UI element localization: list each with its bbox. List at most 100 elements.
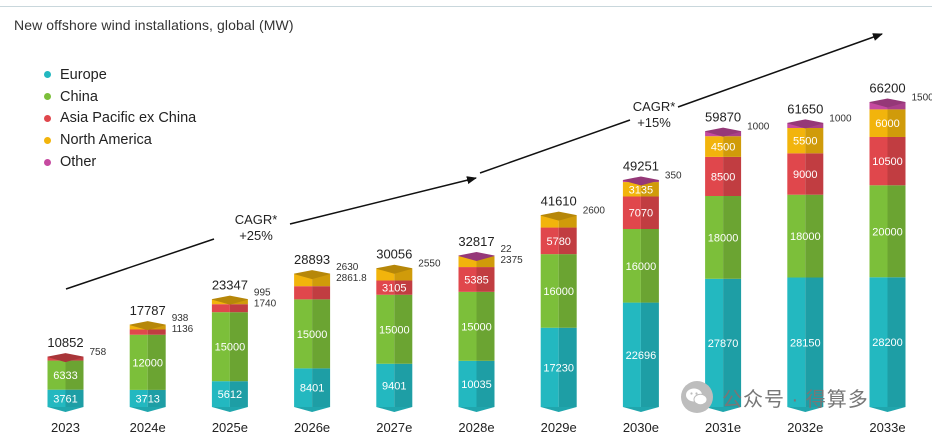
bar-base-cap (129, 407, 166, 412)
segment-label: 3761 (53, 393, 77, 405)
bar-segment-shade (805, 194, 824, 278)
bar-segment (705, 195, 724, 279)
segment-label: 3135 (629, 184, 653, 196)
bar-segment-shade (394, 280, 413, 295)
side-value-label: 2861.8 (336, 273, 367, 284)
bar-segment (622, 182, 641, 197)
segment-label: 6333 (53, 370, 77, 382)
segment-label: 20000 (872, 226, 903, 238)
cagr-annotation-1: CAGR* +25% (226, 212, 286, 244)
legend-label: Europe (60, 66, 107, 83)
bar-segment-shade (723, 136, 742, 157)
segment-label: 28200 (872, 337, 903, 349)
chart-title: New offshore wind installations, global … (14, 17, 294, 33)
bar-total-label: 10852 (47, 335, 83, 350)
bar-top-cap (869, 98, 906, 108)
segment-label: 8500 (711, 171, 735, 183)
segment-label: 10500 (872, 156, 903, 168)
bar-segment-shade (312, 299, 331, 369)
legend-label: China (60, 88, 98, 105)
bar-segment-shade (476, 267, 495, 292)
category-label: 2027e (376, 420, 412, 435)
bar-top-cap (129, 321, 166, 331)
bar-top-cap (787, 119, 824, 129)
side-value-label: 2630 (336, 262, 359, 273)
side-value-label: 938 (172, 313, 189, 324)
bar-segment-shade (229, 304, 248, 313)
category-label: 2031e (705, 420, 741, 435)
bar-segment-shade (887, 109, 906, 137)
bar-top-cap (376, 264, 413, 274)
bar-base-cap (705, 407, 742, 412)
bar-base-cap (622, 407, 659, 412)
watermark-text: 公众号 · 得算多 (722, 388, 869, 411)
side-value-label: 2375 (501, 255, 524, 266)
bar-total-label: 30056 (376, 247, 412, 262)
bar-segment (376, 294, 395, 364)
bar-segment-shade (805, 128, 824, 154)
segment-label: 5612 (218, 389, 242, 401)
cagr-value: +15% (637, 115, 671, 130)
cagr-label: CAGR* (234, 212, 278, 227)
cagr-value: +25% (239, 228, 273, 243)
side-value-label: 350 (665, 170, 682, 181)
segment-label: 4500 (711, 142, 735, 154)
bar-segment-shade (805, 153, 824, 195)
segment-label: 3713 (135, 393, 159, 405)
category-label: 2032e (787, 420, 823, 435)
segment-label: 5385 (464, 274, 488, 286)
bar-segment-shade (229, 312, 248, 382)
bar-total-label: 49251 (623, 158, 659, 173)
segment-label: 5500 (793, 136, 817, 148)
bar-segment-shade (476, 256, 495, 268)
bar-total-label: 41610 (541, 194, 577, 209)
bar-segment (376, 363, 395, 407)
bar-segment-shade (558, 254, 577, 328)
bar-segment (458, 360, 477, 407)
bar-segment (869, 136, 888, 186)
side-value-label: 1000 (747, 122, 770, 133)
bar-segment (47, 360, 66, 390)
side-value-label: 1000 (829, 113, 852, 124)
bar-segment (705, 278, 724, 407)
bar-segment (129, 329, 148, 335)
bar-segment-shade (640, 228, 659, 303)
bar-segment (540, 254, 559, 328)
bar-total-label: 32817 (458, 234, 494, 249)
category-label: 2026e (294, 420, 330, 435)
bar-top-cap (705, 127, 742, 137)
segment-label: 17230 (543, 362, 574, 374)
segment-label: 18000 (708, 232, 739, 244)
bar-segment (376, 280, 395, 295)
bar-segment-shade (640, 302, 659, 407)
legend-item-north-america: North America (44, 129, 196, 151)
growth-arrow-2 (289, 176, 477, 225)
bar-segment-shade (558, 327, 577, 407)
bar-segment (376, 268, 395, 281)
watermark: 公众号 · 得算多 (680, 380, 869, 414)
bar-base-cap (787, 407, 824, 412)
segment-label: 18000 (790, 231, 821, 243)
bar-segment (622, 228, 641, 303)
bar-segment-shade (229, 381, 248, 407)
segment-label: 15000 (461, 321, 492, 333)
bar-segment (869, 277, 888, 407)
side-value-label: 995 (254, 288, 271, 299)
bar-segment (211, 312, 230, 382)
segment-label: 15000 (297, 329, 328, 341)
side-value-label: 1740 (254, 299, 277, 310)
legend-item-other: Other (44, 151, 196, 173)
bar-total-label: 59870 (705, 110, 741, 125)
bar-segment (787, 194, 806, 278)
category-label: 2028e (458, 420, 494, 435)
top-rule (0, 6, 932, 7)
legend-item-europe: Europe (44, 64, 196, 86)
bar-segment-shade (147, 389, 166, 407)
bar-segment (705, 156, 724, 196)
bar-segment-shade (640, 196, 659, 229)
bar-top-cap (211, 295, 248, 305)
bar-top-cap (47, 353, 84, 363)
bar-base-cap (540, 407, 577, 412)
bar-segment (540, 215, 559, 228)
